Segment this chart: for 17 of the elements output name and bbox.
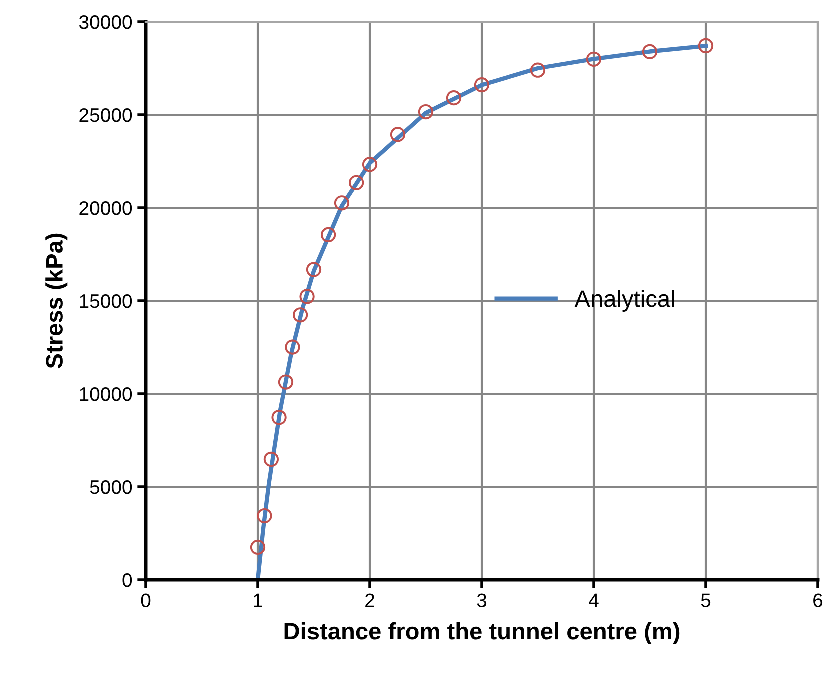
y-tick-label: 25000 (80, 108, 132, 122)
x-tick-label: 4 (589, 594, 599, 608)
y-tick-label: 10000 (80, 387, 132, 402)
y-tick-label: 20000 (80, 201, 132, 216)
x-tick-label: 3 (477, 594, 487, 608)
x-tick-label: 1 (254, 594, 262, 608)
x-tick-label: 5 (701, 594, 711, 608)
x-tick-label: 2 (366, 594, 374, 608)
y-tick-label: 5000 (90, 480, 132, 494)
x-tick-label: 0 (141, 594, 151, 608)
y-tick-label: 30000 (79, 15, 132, 30)
x-tick-label: 6 (814, 594, 823, 608)
legend-label: Analytical (574, 290, 674, 312)
y-tick-label: 0 (122, 573, 132, 588)
y-axis-title: Stress (kPa) (46, 234, 68, 369)
y-tick-label: 15000 (80, 294, 132, 308)
x-axis-title: Distance from the tunnel centre (m) (284, 622, 680, 644)
